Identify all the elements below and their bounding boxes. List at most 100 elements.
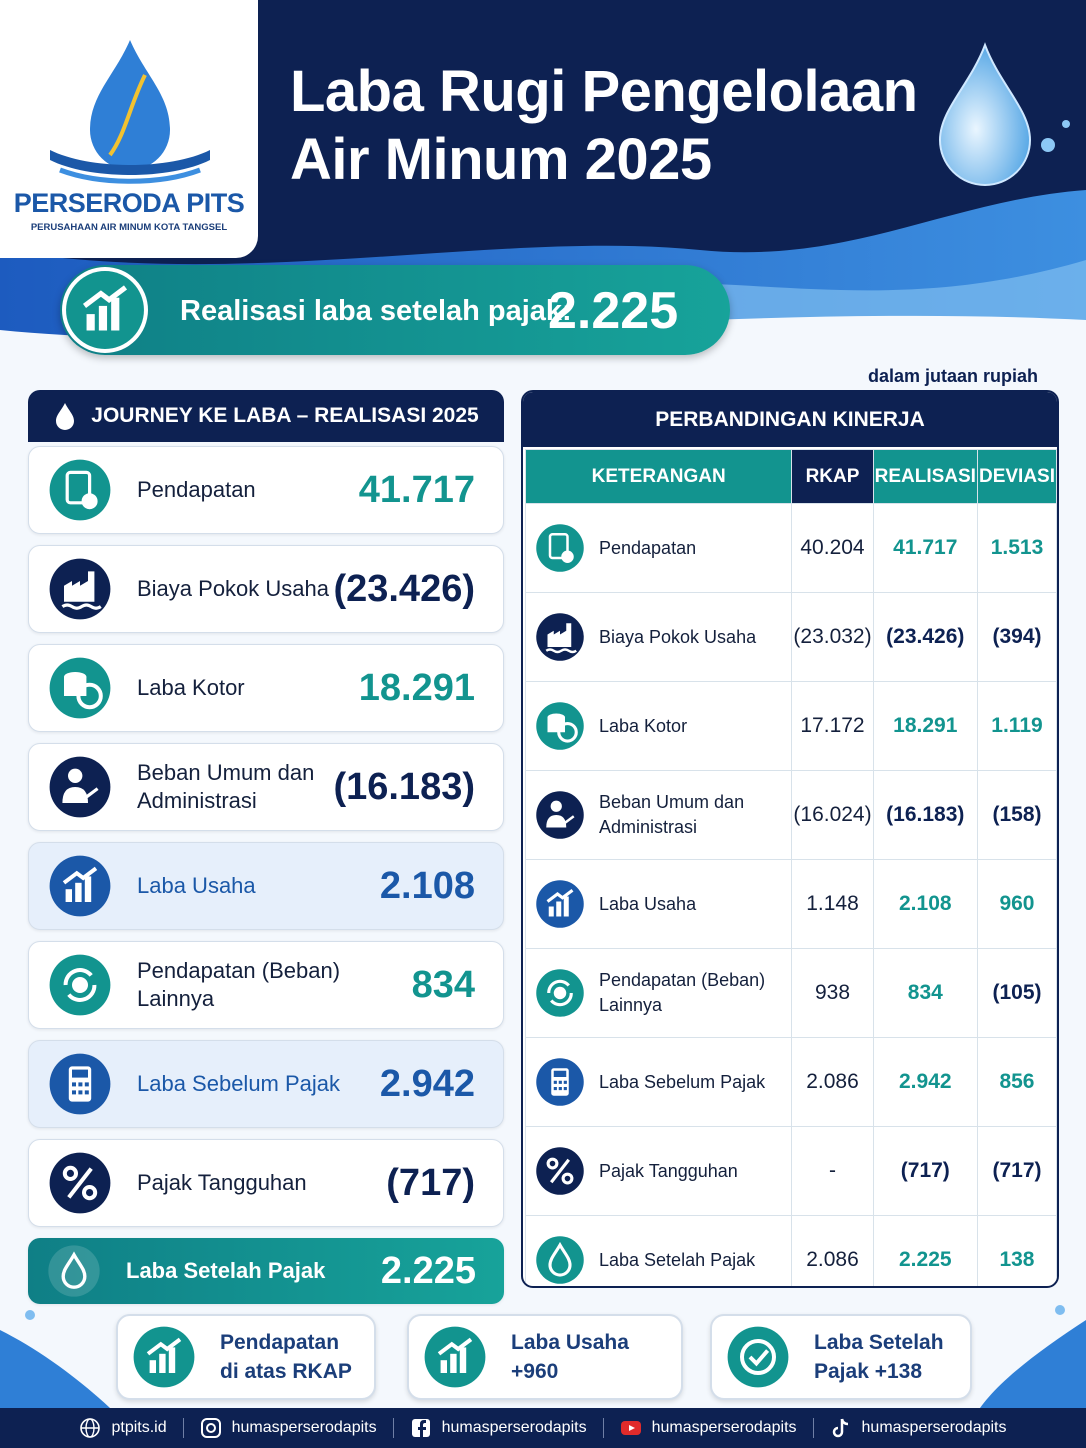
footer-icon [832,1418,848,1438]
journey-item: Laba Setelah Pajak 2.225 [28,1238,504,1304]
title-line: Air Minum 2025 [290,127,712,192]
table-cell: 17.172 [791,681,874,771]
footer-item: humasperserodapits [830,1417,1007,1439]
row-label-wrap: Laba Usaha [527,879,790,929]
journey-item: Pendapatan 41.717 [28,446,504,534]
column-header: DEVIASI [976,449,1057,504]
item-value: 2.942 [379,1062,475,1105]
journey-panel: JOURNEY KE LABA – REALISASI 2025 Pendapa… [28,390,504,1304]
row-label: Laba Sebelum Pajak [599,1071,766,1092]
item-icon [49,459,111,521]
table-cell: 938 [791,948,874,1038]
summary-icon [424,1326,486,1388]
table-cell: 138 [976,1215,1057,1286]
table-cell: (717) [872,1126,978,1216]
logo: PERSERODA PITS PERUSAHAAN AIR MINUM KOTA… [0,0,258,258]
row-label-cell: Biaya Pokok Usaha [524,592,793,682]
table-cell: 2.942 [872,1037,978,1127]
table-cell: 834 [872,948,978,1038]
row-icon [536,880,584,928]
footer-text: humasperserodapits [651,1419,797,1436]
column-header: KETERANGAN [524,449,793,504]
table-cell: 1.513 [976,503,1057,593]
table-row: Laba Setelah Pajak 2.086 2.225 138 [524,1215,1057,1286]
item-label: Biaya Pokok Usaha [137,576,329,601]
column-header: RKAP [791,449,874,504]
table-cell: (16.183) [872,770,978,860]
footer-icon [80,1418,101,1438]
table-cell: 1.119 [976,681,1057,771]
table-cell: (717) [976,1126,1057,1216]
row-label-cell: Pendapatan (Beban) Lainnya [524,948,793,1038]
comparison-panel: PERBANDINGAN KINERJA KETERANGAN RKAP REALI… [521,390,1059,1288]
row-label: Beban Umum dan Administrasi [599,792,745,837]
item-value: 2.225 [380,1249,476,1292]
item-label: Beban Umum dan Administrasi [137,760,315,813]
item-value: 834 [411,963,475,1006]
table-cell: (394) [976,592,1057,682]
summary-line: +960 [511,1360,559,1383]
panel-header: PERBANDINGAN KINERJA [523,392,1057,447]
summary-line: Laba Setelah [814,1331,944,1354]
item-value: (717) [386,1161,475,1204]
summary-icon [133,1326,195,1388]
summary-text: Pendapatan di atas RKAP [220,1328,352,1386]
item-value: 18.291 [358,666,475,709]
highlight-banner: Realisasi laba setelah pajak: 2.225 [60,265,730,355]
table-row: Biaya Pokok Usaha (23.032) (23.426) (394) [524,592,1057,682]
item-value: (23.426) [333,567,475,610]
item-value: 2.108 [379,864,475,907]
separator [392,1418,394,1438]
table-row: Pendapatan 40.204 41.717 1.513 [524,503,1057,593]
summary-icon [727,1326,789,1388]
row-label-cell: Pendapatan [524,503,793,593]
footer-icon [411,1419,430,1437]
row-label: Biaya Pokok Usaha [599,626,757,647]
row-label-wrap: Pendapatan (Beban) Lainnya [527,968,790,1018]
row-icon [536,969,584,1017]
row-icon [536,524,584,572]
row-label: Laba Setelah Pajak [599,1249,756,1270]
row-label-wrap: Pajak Tangguhan [527,1146,790,1196]
summary-card: Laba Setelah Pajak +138 [710,1314,972,1400]
table-row: Laba Usaha 1.148 2.108 960 [524,859,1057,949]
column-header: REALISASI [872,449,978,504]
title-line: Laba Rugi Pengelolaan [290,59,918,124]
row-icon [536,613,584,661]
row-label: Laba Usaha [599,893,697,914]
separator [602,1418,604,1438]
row-label-wrap: Pendapatan [527,523,790,573]
highlight-icon [62,267,148,353]
footer-text: humasperserodapits [441,1419,587,1436]
row-icon [536,1147,584,1195]
panel-header: JOURNEY KE LABA – REALISASI 2025 [28,390,504,442]
item-label: Pendapatan [137,477,256,502]
row-label-cell: Laba Usaha [524,859,793,949]
journey-item: Pajak Tangguhan (717) [28,1139,504,1227]
table-cell: (105) [976,948,1057,1038]
summary-card: Laba Usaha +960 [407,1314,683,1400]
item-icon [48,1245,100,1297]
table-cell: 856 [976,1037,1057,1127]
row-icon [536,1058,584,1106]
row-icon [536,1236,584,1284]
footer-text: ptpits.id [111,1419,167,1436]
table-cell: 18.291 [872,681,978,771]
separator [812,1418,814,1438]
row-label-wrap: Beban Umum dan Administrasi [527,790,790,840]
row-icon [536,791,584,839]
table-cell: (16.024) [791,770,874,860]
table-cell: (23.032) [791,592,874,682]
item-label: Pajak Tangguhan [137,1170,307,1195]
row-label-cell: Laba Sebelum Pajak [524,1037,793,1127]
item-icon [49,657,111,719]
highlight-label: Realisasi laba setelah pajak: [180,295,572,327]
row-label-cell: Pajak Tangguhan [524,1126,793,1216]
summary-card: Pendapatan di atas RKAP [116,1314,376,1400]
summary-line: Pajak +138 [814,1360,923,1383]
table-cell: (23.426) [872,592,978,682]
journey-list: Pendapatan 41.717 Biaya Pokok Usaha (23.426… [28,446,504,1304]
footer-item: ptpits.id [79,1417,167,1439]
table-row: Laba Sebelum Pajak 2.086 2.942 856 [524,1037,1057,1127]
drop-icon [56,403,75,430]
